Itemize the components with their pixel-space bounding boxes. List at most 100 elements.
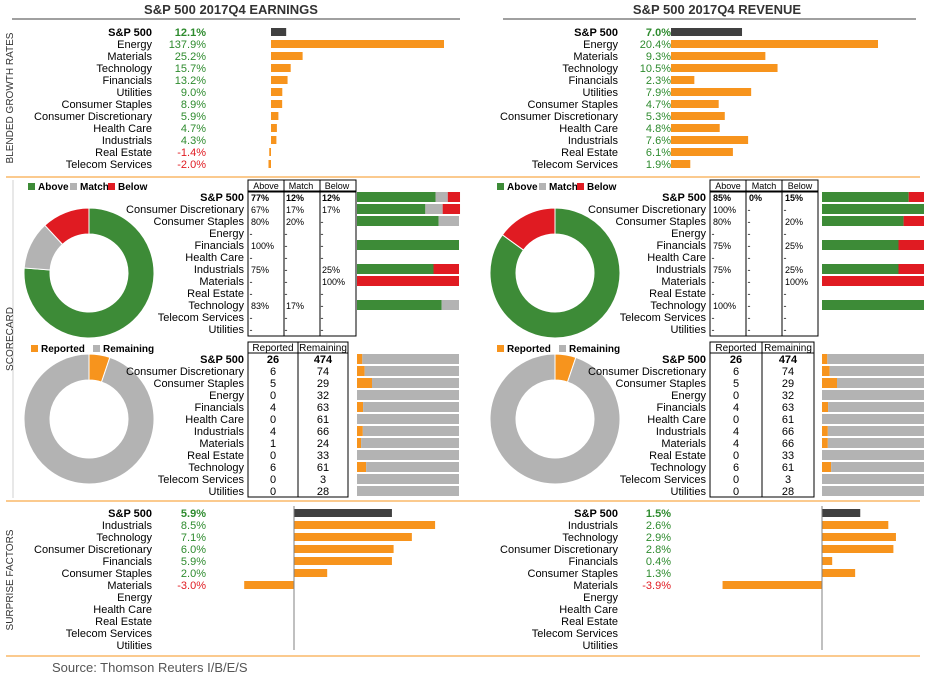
earnings-scorecard-cell: - xyxy=(250,277,253,287)
earnings-reported-cell: 0 xyxy=(270,390,276,402)
earnings-scorecard-legend-above: Above xyxy=(38,182,69,193)
earnings-scorecard-cell: - xyxy=(250,229,253,239)
earnings-reported-row-label: Consumer Staples xyxy=(154,378,245,390)
earnings-reported-row-label: Telecom Services xyxy=(158,474,245,486)
earnings-growth-value-label: 8.9% xyxy=(181,99,206,111)
revenue-reported-bar-remaining xyxy=(831,462,924,472)
earnings-scorecard-cell: - xyxy=(285,229,288,239)
earnings-reported-row-label: Real Estate xyxy=(187,450,244,462)
earnings-scorecard-cell: 25% xyxy=(322,265,340,275)
revenue-reported-cell: 6 xyxy=(733,462,739,474)
earnings-scorecard-bar-seg xyxy=(357,240,459,250)
earnings-reported-cell: 61 xyxy=(317,414,329,426)
earnings-surprise-category-label: Technology xyxy=(96,532,152,544)
earnings-surprise-category-label: Consumer Staples xyxy=(62,568,153,580)
earnings-scorecard-row-label: Consumer Staples xyxy=(154,216,245,228)
revenue-scorecard-cell: - xyxy=(712,253,715,263)
earnings-growth-bar xyxy=(268,160,271,168)
earnings-scorecard-cell: - xyxy=(285,325,288,335)
revenue-reported-cell: 0 xyxy=(733,390,739,402)
earnings-scorecard-cell: - xyxy=(321,325,324,335)
revenue-surprise-category-label: Consumer Staples xyxy=(528,568,619,580)
revenue-reported-row-label: Real Estate xyxy=(649,450,706,462)
earnings-scorecard-row-label: Financials xyxy=(194,240,244,252)
revenue-growth-category-label: Materials xyxy=(573,51,618,63)
earnings-reported-bar-reported xyxy=(357,354,363,364)
earnings-scorecard-cell: - xyxy=(250,253,253,263)
revenue-scorecard-cell: - xyxy=(748,313,751,323)
earnings-growth-bar xyxy=(271,88,283,96)
revenue-reported-bar-remaining xyxy=(828,402,924,412)
revenue-scorecard-bar-seg xyxy=(898,264,924,274)
earnings-surprise-category-label: Real Estate xyxy=(95,616,152,628)
revenue-reported-cell: 61 xyxy=(782,462,794,474)
revenue-reported-bar-reported xyxy=(822,378,837,388)
revenue-scorecard-col-header: Above xyxy=(715,181,741,191)
revenue-reported-legend-remaining: Remaining xyxy=(569,344,620,355)
revenue-scorecard-row-label: Real Estate xyxy=(649,288,706,300)
earnings-reported-bar-remaining xyxy=(357,486,459,496)
earnings-scorecard-legend-match: Match xyxy=(80,182,109,193)
earnings-reported-cell: 3 xyxy=(320,474,326,486)
earnings-reported-bar-remaining xyxy=(357,450,459,460)
earnings-scorecard-legend-swatch xyxy=(28,183,35,190)
revenue-surprise-bar xyxy=(822,545,894,553)
earnings-reported-bar-reported xyxy=(357,366,365,376)
earnings-reported-row-label: Financials xyxy=(194,402,244,414)
earnings-scorecard-bar-seg xyxy=(442,204,461,214)
earnings-growth-value-label: 5.9% xyxy=(181,111,206,123)
revenue-growth-bar xyxy=(671,160,691,168)
earnings-surprise-category-label: Energy xyxy=(117,592,152,604)
revenue-reported-bar-remaining xyxy=(822,414,924,424)
revenue-surprise-value-label: 0.4% xyxy=(646,556,671,568)
earnings-scorecard-col-header: Below xyxy=(325,181,350,191)
earnings-scorecard-row-label: Industrials xyxy=(194,264,245,276)
earnings-surprise-bar xyxy=(244,581,294,589)
revenue-scorecard-cell: - xyxy=(712,229,715,239)
revenue-scorecard-cell: - xyxy=(784,205,787,215)
earnings-scorecard-cell: 80% xyxy=(251,217,269,227)
earnings-reported-bar-remaining xyxy=(372,378,459,388)
earnings-growth-bar xyxy=(271,28,287,36)
revenue-reported-bar-remaining xyxy=(827,438,924,448)
earnings-reported-cell: 4 xyxy=(270,402,276,414)
revenue-surprise-value-label: 1.3% xyxy=(646,568,671,580)
revenue-growth-value-label: 9.3% xyxy=(646,51,671,63)
earnings-reported-bar-reported xyxy=(357,378,372,388)
revenue-reported-legend-swatch xyxy=(497,345,504,352)
earnings-reported-row-label: Utilities xyxy=(209,486,245,498)
revenue-growth-bar xyxy=(671,148,733,156)
earnings-growth-category-label: Energy xyxy=(117,39,152,51)
earnings-scorecard-cell: - xyxy=(250,325,253,335)
revenue-scorecard-row-label: Technology xyxy=(650,300,706,312)
revenue-scorecard-donut-slice xyxy=(489,207,621,339)
revenue-scorecard-row-label: Materials xyxy=(661,276,706,288)
earnings-scorecard-cell: - xyxy=(285,241,288,251)
revenue-growth-value-label: 10.5% xyxy=(640,63,671,75)
revenue-growth-value-label: 6.1% xyxy=(646,147,671,159)
revenue-scorecard-row-label: Industrials xyxy=(656,264,707,276)
earnings-surprise-bar xyxy=(294,521,436,529)
earnings-reported-row-label: S&P 500 xyxy=(200,354,244,366)
revenue-scorecard-row-label: Consumer Staples xyxy=(616,216,707,228)
earnings-reported-legend-reported: Reported xyxy=(41,344,85,355)
earnings-scorecard-cell: - xyxy=(285,265,288,275)
earnings-scorecard-cell: - xyxy=(285,313,288,323)
earnings-reported-cell: 474 xyxy=(314,354,333,366)
revenue-reported-cell: 66 xyxy=(782,426,794,438)
revenue-surprise-bar xyxy=(722,581,822,589)
revenue-reported-bar-reported xyxy=(822,354,828,364)
earnings-scorecard-bar-seg xyxy=(357,216,439,226)
revenue-reported-row-label: Health Care xyxy=(647,414,706,426)
earnings-surprise-value-label: 2.0% xyxy=(181,568,206,580)
earnings-growth-category-label: Financials xyxy=(102,75,152,87)
revenue-scorecard-row-label: Telecom Services xyxy=(620,312,707,324)
revenue-growth-category-label: Technology xyxy=(562,63,618,75)
earnings-surprise-category-label: Consumer Discretionary xyxy=(34,544,152,556)
earnings-reported-cell: 26 xyxy=(267,354,279,366)
earnings-surprise-value-label: 6.0% xyxy=(181,544,206,556)
earnings-reported-cell: 74 xyxy=(317,366,329,378)
earnings-reported-cell: 33 xyxy=(317,450,329,462)
revenue-scorecard-legend-below: Below xyxy=(587,182,617,193)
earnings-reported-donut-slice xyxy=(23,353,155,485)
